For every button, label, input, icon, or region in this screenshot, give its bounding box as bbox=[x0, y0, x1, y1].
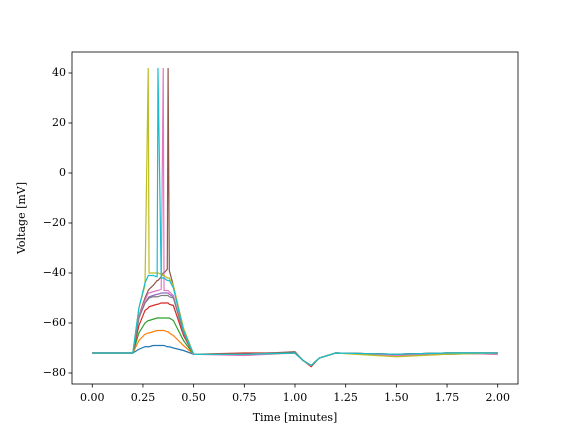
plot-frame bbox=[71, 51, 519, 385]
y-axis-label: Voltage [mV] bbox=[15, 182, 28, 255]
x-tick-label: 1.75 bbox=[435, 391, 460, 404]
trace bbox=[92, 67, 498, 367]
y-tick-label: 40 bbox=[52, 66, 66, 79]
x-tick-label: 0.25 bbox=[131, 391, 156, 404]
x-axis-label: Time [minutes] bbox=[253, 411, 338, 424]
y-tick-label: −80 bbox=[43, 366, 66, 379]
y-tick-label: 0 bbox=[59, 166, 66, 179]
x-tick-label: 0.50 bbox=[181, 391, 206, 404]
y-tick-label: −20 bbox=[43, 216, 66, 229]
y-tick-label: 20 bbox=[52, 116, 66, 129]
x-tick-label: 2.00 bbox=[485, 391, 510, 404]
x-tick-label: 1.50 bbox=[384, 391, 409, 404]
y-tick-label: −60 bbox=[43, 316, 66, 329]
x-tick-label: 1.25 bbox=[333, 391, 358, 404]
x-tick-label: 0.00 bbox=[80, 391, 105, 404]
x-tick-label: 1.00 bbox=[283, 391, 308, 404]
y-tick-label: −40 bbox=[43, 266, 66, 279]
x-tick-label: 0.75 bbox=[232, 391, 257, 404]
